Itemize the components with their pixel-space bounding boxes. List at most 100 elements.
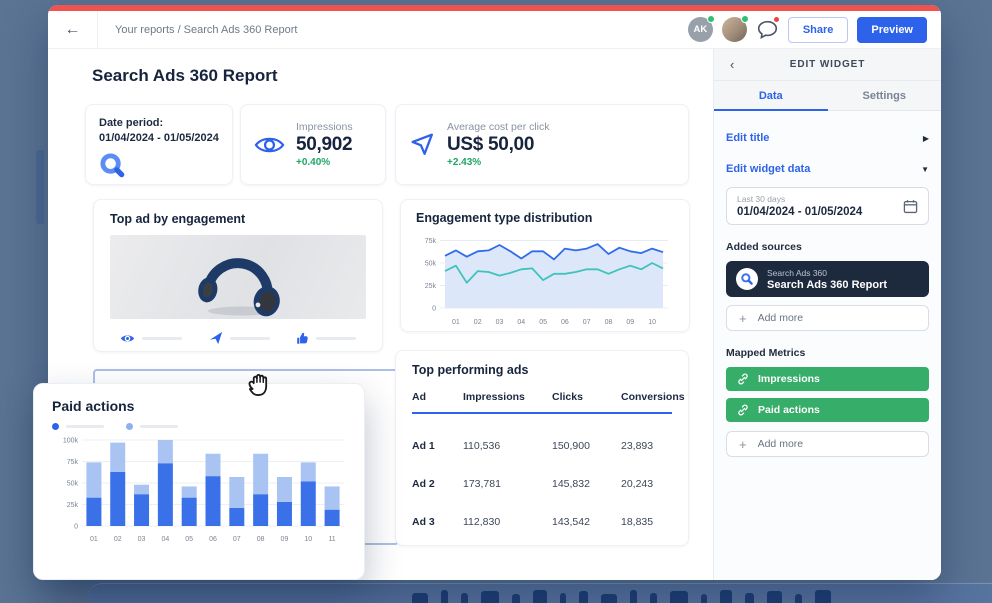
chart-legend	[52, 423, 346, 430]
paid-actions-widget-dragging[interactable]: Paid actions 100k 75k 50k 25k 0 01 02 03 04 05 06 0…	[33, 383, 365, 580]
link-icon	[738, 404, 748, 416]
svg-text:04: 04	[517, 319, 525, 326]
mapped-metrics-label: Mapped Metrics	[726, 347, 806, 359]
online-status-dot	[706, 15, 715, 23]
tab-data[interactable]: Data	[714, 81, 828, 111]
cropped-letter	[412, 593, 428, 603]
svg-text:08: 08	[605, 319, 613, 326]
table-cell: Ad 2	[412, 478, 435, 490]
avatar[interactable]: AK	[687, 15, 715, 42]
cropped-letter	[767, 591, 782, 603]
add-metric-button[interactable]: + Add more	[726, 431, 929, 457]
source-name: Search Ads 360 Report	[767, 278, 888, 291]
cursor-icon	[411, 133, 433, 155]
share-button[interactable]: Share	[787, 16, 849, 43]
avatar[interactable]	[721, 15, 749, 42]
svg-text:50k: 50k	[425, 261, 437, 268]
source-logo	[736, 268, 758, 290]
column-header: Impressions	[463, 391, 525, 403]
table-body: Ad 1 110,536 150,900 23,893 Ad 2 173,781 145,8…	[412, 414, 672, 528]
edit-widget-sidebar: ‹ EDIT WIDGET Data Settings Edit title ▶…	[713, 49, 941, 580]
cropped-letter	[512, 594, 520, 603]
cropped-letter	[745, 593, 754, 603]
thumbs-up-icon	[297, 332, 308, 344]
back-button[interactable]: ←	[48, 11, 98, 48]
svg-text:11: 11	[328, 536, 335, 543]
svg-text:05: 05	[539, 319, 547, 326]
svg-text:0: 0	[432, 306, 436, 313]
table-cell: Ad 3	[412, 516, 435, 528]
cropped-letter	[481, 591, 499, 603]
paid-actions-bar-chart: 100k 75k 50k 25k 0 01 02 03 04 05 06 07 08 09 10 11	[63, 438, 344, 543]
eye-icon	[254, 137, 285, 152]
add-source-button[interactable]: + Add more	[726, 305, 929, 331]
table-row: Ad 1 110,536 150,900 23,893	[412, 414, 672, 452]
cropped-letter	[795, 594, 802, 603]
online-status-dot	[740, 15, 749, 23]
cropped-letter	[701, 594, 707, 603]
table-row: Ad 2 173,781 145,832 20,243	[412, 452, 672, 490]
preview-button[interactable]: Preview	[857, 16, 927, 43]
source-provider: Search Ads 360	[767, 267, 828, 278]
top-ad-widget[interactable]: Top ad by engagement	[93, 199, 383, 352]
table-cell: 150,900	[552, 440, 590, 452]
date-period-range: 01/04/2024 - 01/05/2024	[99, 132, 219, 145]
headphones-image	[198, 258, 280, 317]
tab-settings[interactable]: Settings	[862, 89, 906, 102]
skeleton-line	[140, 425, 178, 428]
svg-text:0: 0	[74, 524, 78, 531]
metric-paid-actions[interactable]: Paid actions	[726, 398, 929, 422]
link-icon	[738, 373, 748, 385]
sidebar-header: ‹ EDIT WIDGET	[714, 49, 941, 81]
svg-text:03: 03	[496, 319, 504, 326]
background-cropped-text	[412, 590, 831, 603]
sidebar-title: EDIT WIDGET	[789, 59, 866, 70]
table-cell: 20,243	[621, 478, 654, 490]
eye-icon	[120, 335, 135, 341]
notification-dot	[772, 16, 780, 23]
avg-cost-kpi-widget[interactable]: Average cost per click US$ 50,00 +2.43%	[395, 104, 689, 185]
source-search-ads-360[interactable]: Search Ads 360 Search Ads 360 Report	[726, 261, 929, 297]
impressions-kpi-widget[interactable]: Impressions 50,902 +0.40%	[240, 104, 386, 185]
svg-text:07: 07	[583, 319, 591, 326]
svg-text:10: 10	[304, 536, 312, 543]
table-cell: 143,542	[552, 516, 590, 528]
table-cell: 145,832	[552, 478, 590, 490]
cropped-letter	[533, 590, 547, 603]
edit-title-label: Edit title	[726, 132, 770, 144]
engagement-stats-row	[110, 331, 366, 345]
cropped-letter	[670, 591, 688, 603]
date-period-widget[interactable]: Date period: 01/04/2024 - 01/05/2024	[85, 104, 233, 185]
table-row: Ad 3 112,830 143,542 18,835	[412, 490, 672, 528]
engagement-chart-widget[interactable]: Engagement type distribution 75k 50k 25k 0 0…	[400, 199, 690, 332]
cropped-letter	[579, 591, 588, 603]
add-more-label: Add more	[757, 438, 804, 450]
metric-impressions[interactable]: Impressions	[726, 367, 929, 391]
kpi-delta: +0.40%	[296, 157, 331, 168]
caret-down-icon: ▼	[921, 164, 929, 174]
collapse-sidebar-button[interactable]: ‹	[730, 57, 735, 72]
svg-text:04: 04	[161, 536, 169, 543]
add-more-label: Add more	[757, 312, 804, 324]
plus-icon: +	[739, 436, 747, 452]
svg-text:25k: 25k	[425, 283, 437, 290]
edit-widget-data-section[interactable]: Edit widget data ▼	[726, 156, 929, 182]
svg-text:100k: 100k	[63, 438, 79, 445]
cropped-letter	[720, 590, 732, 603]
svg-text:25k: 25k	[67, 502, 79, 509]
edit-title-section[interactable]: Edit title ▶	[726, 125, 929, 151]
widget-title: Top ad by engagement	[110, 212, 246, 226]
cropped-letter	[560, 593, 566, 603]
breadcrumb: Your reports / Search Ads 360 Report	[115, 23, 298, 36]
top-performing-ads-widget[interactable]: Top performing ads Ad Impressions Clicks Co…	[395, 350, 689, 546]
svg-text:09: 09	[281, 536, 289, 543]
comments-button[interactable]	[756, 16, 780, 41]
svg-text:75k: 75k	[67, 459, 79, 466]
date-range-picker[interactable]: Last 30 days 01/04/2024 - 01/05/2024	[726, 187, 929, 225]
column-header: Ad	[412, 391, 426, 403]
skeleton-line	[316, 336, 356, 340]
svg-text:06: 06	[209, 536, 217, 543]
cropped-letter	[601, 594, 617, 603]
widget-title: Paid actions	[52, 398, 135, 414]
svg-text:01: 01	[452, 319, 460, 326]
